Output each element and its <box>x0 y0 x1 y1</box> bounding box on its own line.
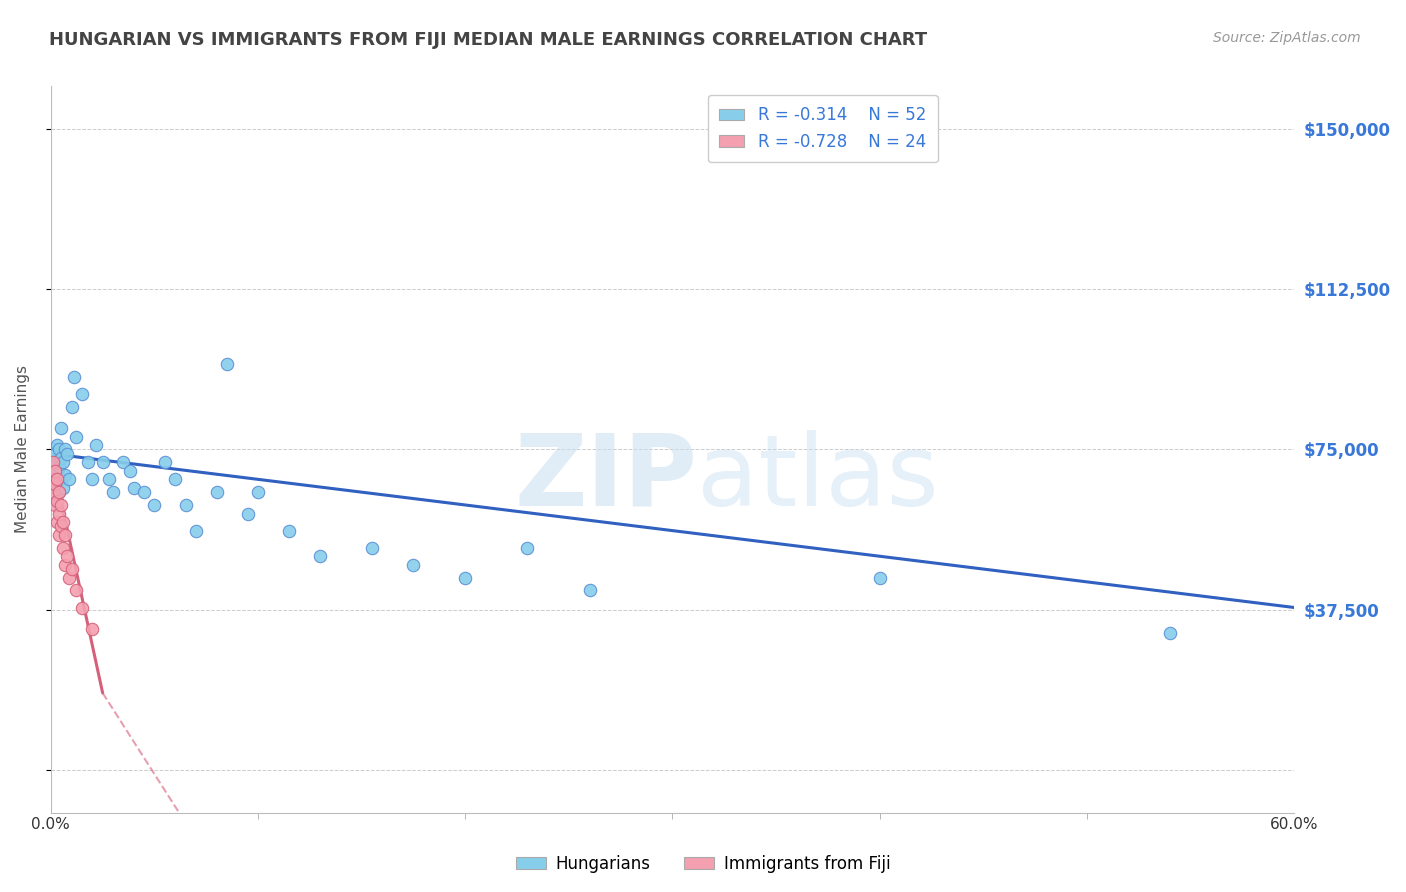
Point <box>42 455 65 469</box>
Point <box>70 387 93 401</box>
Point <box>143 498 166 512</box>
Point <box>309 549 332 564</box>
Point <box>46 515 69 529</box>
Point <box>70 600 93 615</box>
Point <box>52 541 75 555</box>
Point <box>51 519 73 533</box>
Point <box>46 472 69 486</box>
Point <box>184 524 207 538</box>
Point <box>236 507 259 521</box>
Point <box>60 400 83 414</box>
Point <box>91 455 114 469</box>
Legend: R = -0.314    N = 52, R = -0.728    N = 24: R = -0.314 N = 52, R = -0.728 N = 24 <box>707 95 938 162</box>
Point <box>53 528 76 542</box>
Point <box>52 481 75 495</box>
Point <box>101 485 124 500</box>
Point <box>44 476 66 491</box>
Point <box>42 442 65 457</box>
Point <box>48 507 70 521</box>
Point <box>454 571 477 585</box>
Point <box>44 464 66 478</box>
Point <box>361 541 384 555</box>
Point <box>153 455 176 469</box>
Point <box>58 472 80 486</box>
Legend: Hungarians, Immigrants from Fiji: Hungarians, Immigrants from Fiji <box>509 848 897 880</box>
Point <box>86 438 108 452</box>
Point <box>51 498 73 512</box>
Point <box>215 357 238 371</box>
Point <box>516 541 538 555</box>
Point <box>58 571 80 585</box>
Point <box>122 481 145 495</box>
Point <box>52 515 75 529</box>
Point <box>46 493 69 508</box>
Point <box>46 438 69 452</box>
Point <box>82 622 104 636</box>
Point <box>48 459 70 474</box>
Point <box>205 485 228 500</box>
Point <box>65 583 87 598</box>
Text: ZIP: ZIP <box>515 430 697 527</box>
Point <box>278 524 301 538</box>
Text: HUNGARIAN VS IMMIGRANTS FROM FIJI MEDIAN MALE EARNINGS CORRELATION CHART: HUNGARIAN VS IMMIGRANTS FROM FIJI MEDIAN… <box>49 31 928 49</box>
Point <box>53 442 76 457</box>
Point <box>48 485 70 500</box>
Point <box>1159 626 1181 640</box>
Point <box>52 455 75 469</box>
Point <box>44 472 66 486</box>
Point <box>65 430 87 444</box>
Point <box>51 472 73 486</box>
Point <box>112 455 135 469</box>
Point <box>60 562 83 576</box>
Point <box>46 455 69 469</box>
Point <box>132 485 155 500</box>
Point <box>578 583 600 598</box>
Point <box>48 442 70 457</box>
Text: Source: ZipAtlas.com: Source: ZipAtlas.com <box>1213 31 1361 45</box>
Point <box>51 421 73 435</box>
Point <box>77 455 100 469</box>
Point <box>44 498 66 512</box>
Point <box>97 472 120 486</box>
Point <box>118 464 141 478</box>
Point <box>869 571 891 585</box>
Point <box>42 485 65 500</box>
Point <box>53 468 76 483</box>
Y-axis label: Median Male Earnings: Median Male Earnings <box>15 366 30 533</box>
Text: atlas: atlas <box>697 430 939 527</box>
Point <box>56 549 79 564</box>
Point <box>51 450 73 465</box>
Point <box>247 485 270 500</box>
Point <box>56 447 79 461</box>
Point <box>82 472 104 486</box>
Point <box>165 472 187 486</box>
Point <box>402 558 425 572</box>
Point <box>53 558 76 572</box>
Point <box>62 369 84 384</box>
Point <box>46 472 69 486</box>
Point <box>42 472 65 486</box>
Point <box>48 528 70 542</box>
Point <box>48 485 70 500</box>
Point <box>42 455 65 469</box>
Point <box>44 447 66 461</box>
Point <box>174 498 197 512</box>
Point <box>44 464 66 478</box>
